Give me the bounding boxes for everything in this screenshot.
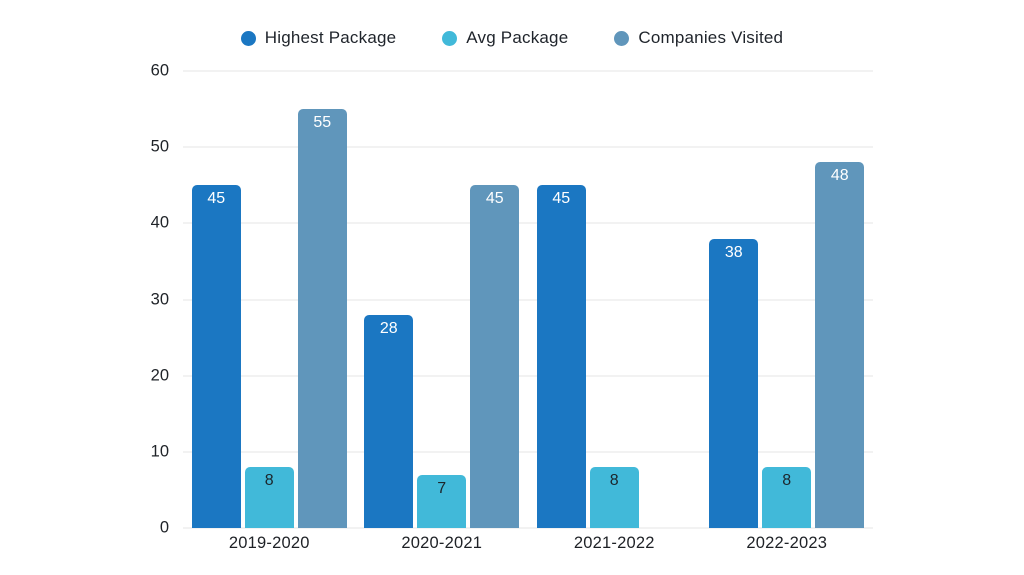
x-axis-category-label: 2022-2023 [746, 534, 828, 552]
gridline [183, 222, 873, 224]
bar-group: 38 8 48 [701, 71, 874, 528]
bar: 8 [244, 467, 294, 528]
gridline [183, 451, 873, 453]
legend-dot-icon [442, 30, 458, 46]
legend-dot-icon [240, 30, 256, 46]
bar: 8 [762, 467, 812, 528]
legend-label: Avg Package [466, 28, 569, 47]
y-axis-tick-label: 20 [150, 366, 169, 385]
bar-value-label: 55 [313, 114, 332, 132]
bar: 7 [417, 474, 467, 528]
legend-item: Highest Package [240, 28, 397, 48]
chart-legend: Highest Package Avg Package Companies Visi… [0, 28, 1024, 48]
bar: 38 [709, 238, 759, 528]
bar-value-label: 48 [830, 167, 849, 185]
bar: 48 [815, 162, 865, 528]
bar-group: 28 7 45 [356, 71, 529, 528]
bar: 55 [297, 109, 347, 528]
gridline [183, 146, 873, 148]
bar-value-label: 28 [379, 319, 398, 337]
bar-value-label: 7 [437, 479, 447, 497]
x-axis-labels: 2019-2020 2020-2021 2021-2022 2022-2023 [183, 534, 873, 553]
gridline [183, 70, 873, 72]
bar-value-label: 45 [552, 190, 571, 208]
y-axis-tick-label: 30 [150, 290, 169, 308]
x-axis-category-label: 2021-2022 [573, 534, 655, 552]
legend-dot-icon [614, 30, 630, 46]
y-axis-tick-label: 60 [150, 61, 169, 80]
bar: 8 [589, 467, 639, 528]
y-axis-tick-label: 50 [150, 137, 169, 156]
plot-area: 0 10 20 30 40 50 60 45 8 55 28 7 45 45 8 38 8 48 [151, 62, 873, 537]
bar-group: 45 8 55 [183, 71, 356, 528]
bar: 28 [364, 314, 414, 528]
y-axis-tick-label: 40 [150, 213, 169, 232]
bar-value-label: 8 [782, 472, 792, 490]
bar-value-label: 45 [207, 190, 226, 208]
gridline [183, 527, 873, 529]
bar: 45 [470, 185, 520, 528]
legend-item: Companies Visited [614, 28, 783, 48]
gridline [183, 375, 873, 377]
x-axis-category-label: 2019-2020 [228, 534, 310, 552]
bar-value-label: 8 [264, 472, 274, 490]
bar-value-label: 38 [724, 243, 743, 261]
bar-groups: 45 8 55 28 7 45 45 8 38 8 48 [183, 71, 873, 528]
bar: 45 [536, 185, 586, 528]
gridline [183, 299, 873, 300]
bar-value-label: 45 [485, 190, 504, 208]
legend-item: Avg Package [442, 28, 568, 48]
y-axis-tick-label: 10 [150, 442, 169, 461]
legend-label: Companies Visited [638, 28, 784, 47]
bar: 45 [191, 185, 241, 528]
y-axis-tick-label: 0 [159, 518, 169, 537]
x-axis-category-label: 2020-2021 [401, 534, 483, 552]
bar-value-label: 8 [609, 472, 619, 490]
bar-group: 45 8 [528, 71, 701, 528]
legend-label: Highest Package [264, 28, 397, 47]
